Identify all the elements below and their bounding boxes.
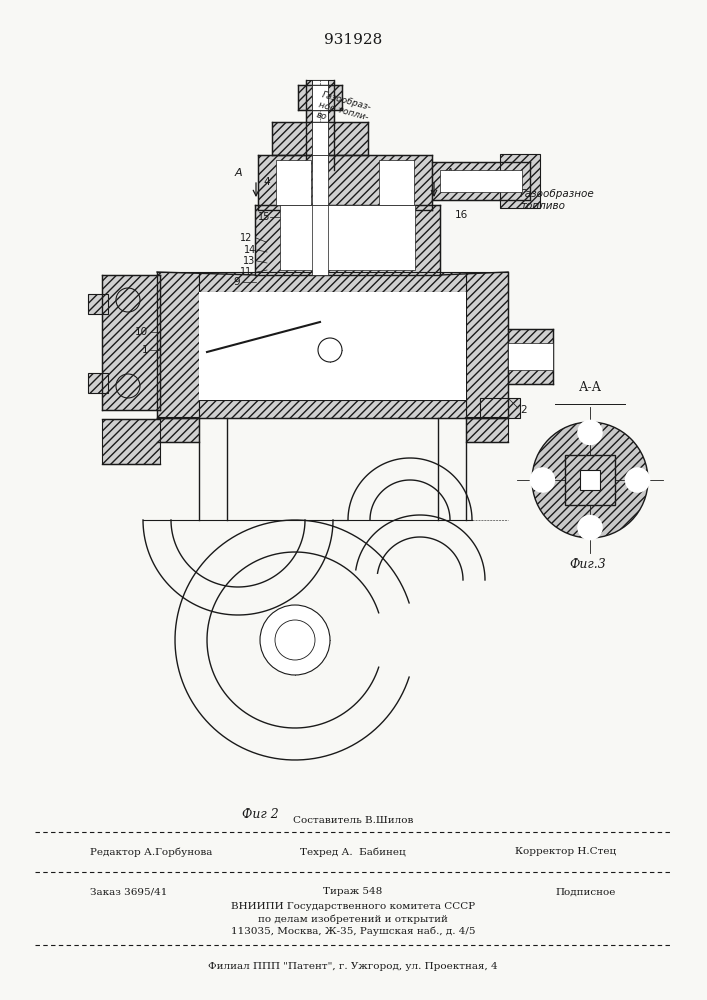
Bar [102,419,160,464]
Text: Редактор А.Горбунова: Редактор А.Горбунова [90,847,212,857]
Text: Составитель В.Шилов: Составитель В.Шилов [293,816,413,825]
Text: Фиг.3: Фиг.3 [570,558,607,572]
Bar [432,162,530,200]
Text: 2: 2 [520,405,527,415]
Text: Корректор Н.Стец: Корректор Н.Стец [515,848,616,856]
Circle shape [318,338,342,362]
Text: 15: 15 [257,212,270,222]
Circle shape [260,605,330,675]
Bar [466,272,508,418]
Circle shape [530,467,555,493]
Bar [199,272,466,292]
Bar [508,343,553,370]
Polygon shape [565,455,615,505]
Bar [255,205,440,275]
Bar [466,417,508,442]
Text: Техред А.  Бабинец: Техред А. Бабинец [300,847,406,857]
Circle shape [275,620,315,660]
Circle shape [116,374,140,398]
Text: А: А [234,168,242,178]
Bar [508,329,553,384]
Bar [280,205,415,270]
Bar [199,400,466,418]
Text: Филиал ППП "Патент", г. Ужгород, ул. Проектная, 4: Филиал ППП "Патент", г. Ужгород, ул. Про… [208,962,498,971]
Bar [298,85,342,110]
Bar [157,272,199,418]
Text: 931928: 931928 [324,33,382,47]
Text: Газообраз-
ное топли-
во: Газообраз- ное топли- во [315,90,372,132]
Text: 4: 4 [263,177,269,187]
Text: Газообразное
топливо: Газообразное топливо [520,189,595,211]
Bar [199,292,466,400]
Bar [312,80,328,170]
Text: 113035, Москва, Ж-35, Раушская наб., д. 4/5: 113035, Москва, Ж-35, Раушская наб., д. … [230,926,475,936]
Circle shape [577,515,603,540]
Text: 9: 9 [233,277,240,287]
Text: 16: 16 [455,210,468,220]
Bar [312,155,328,210]
Bar [580,470,600,490]
Bar [102,275,160,410]
Text: 11: 11 [240,267,252,277]
Text: Заказ 3695/41: Заказ 3695/41 [90,888,168,896]
Bar [272,122,368,155]
Bar [480,398,520,418]
Circle shape [532,422,648,538]
Text: 12: 12 [240,233,252,243]
Text: 13: 13 [243,256,255,266]
Text: 10: 10 [135,327,148,337]
Bar [306,80,334,170]
Bar [312,122,328,155]
Bar [500,154,540,208]
Bar [88,373,108,393]
Circle shape [625,467,650,493]
Bar [88,294,108,314]
Bar [258,155,432,210]
Bar [312,85,328,110]
Text: А: А [445,168,452,178]
Bar [157,417,199,442]
Text: ВНИИПИ Государственного комитета СССР: ВНИИПИ Государственного комитета СССР [231,902,475,911]
Bar [379,160,414,205]
Bar [440,170,522,192]
Text: 14: 14 [244,245,256,255]
Text: А-А: А-А [578,381,602,394]
Bar [312,205,328,275]
Circle shape [116,288,140,312]
Text: Фиг 2: Фиг 2 [242,808,279,822]
Text: Тираж 548: Тираж 548 [323,888,382,896]
Text: 1: 1 [141,345,148,355]
Text: по делам изобретений и открытий: по делам изобретений и открытий [258,914,448,924]
Bar [276,160,311,205]
Text: Подписное: Подписное [556,888,616,896]
Circle shape [577,420,603,445]
